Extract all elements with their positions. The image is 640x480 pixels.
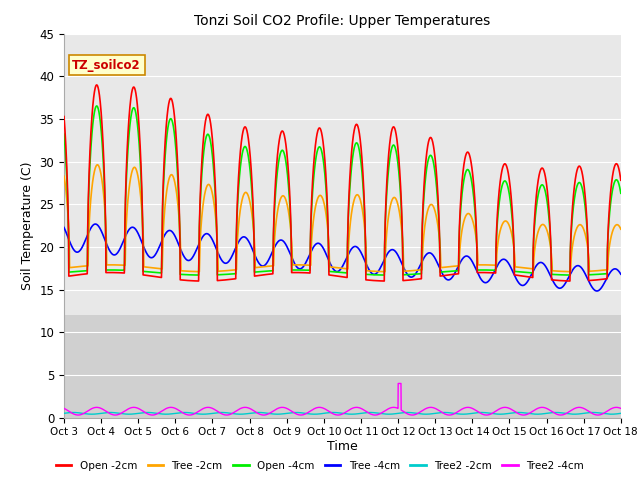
X-axis label: Time: Time	[327, 440, 358, 453]
Legend: Open -2cm, Tree -2cm, Open -4cm, Tree -4cm, Tree2 -2cm, Tree2 -4cm: Open -2cm, Tree -2cm, Open -4cm, Tree -4…	[52, 456, 588, 475]
Title: Tonzi Soil CO2 Profile: Upper Temperatures: Tonzi Soil CO2 Profile: Upper Temperatur…	[195, 14, 490, 28]
Text: TZ_soilco2: TZ_soilco2	[72, 59, 141, 72]
Bar	[64, 34, 621, 315]
Y-axis label: Soil Temperature (C): Soil Temperature (C)	[21, 161, 34, 290]
